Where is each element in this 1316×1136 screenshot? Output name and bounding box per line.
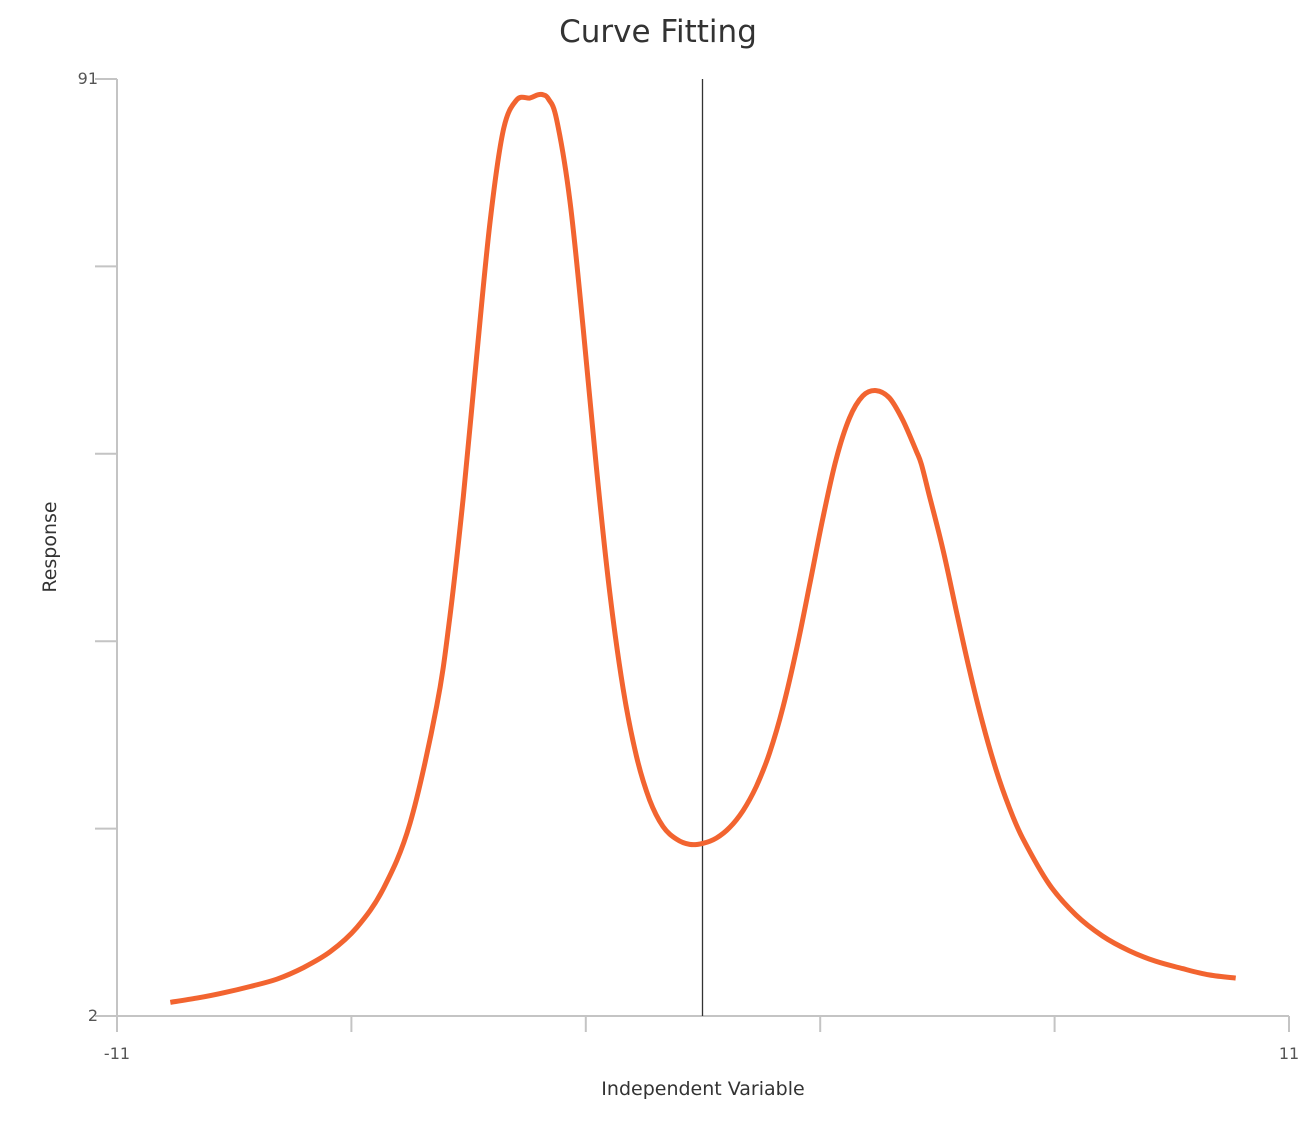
fitted-curve	[169, 91, 1236, 1005]
y-tick-label-min: 2	[87, 1006, 98, 1025]
x-tick-label-min: -11	[103, 1044, 131, 1063]
y-tick-label-max: 91	[77, 69, 98, 88]
axes	[95, 78, 1290, 1032]
x-axis-label: Independent Variable	[601, 1078, 805, 1100]
chart-title: Curve Fitting	[559, 14, 757, 50]
x-tick-label-max: 11	[1278, 1044, 1300, 1063]
